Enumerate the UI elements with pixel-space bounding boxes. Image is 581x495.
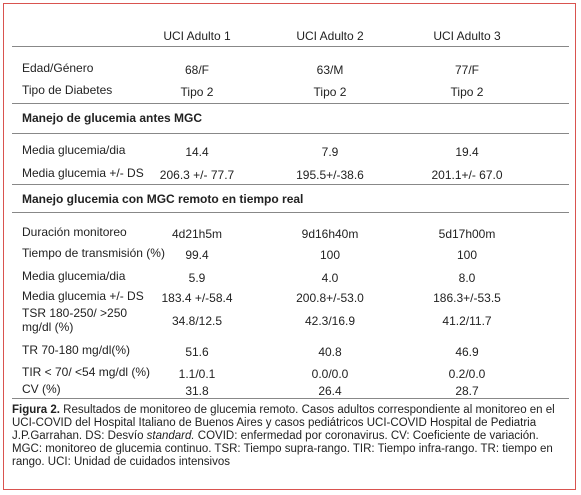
cell: 68/F — [184, 63, 210, 77]
rule — [12, 103, 569, 104]
cell: 5d17h00m — [438, 227, 496, 241]
cell: 7.9 — [321, 145, 339, 159]
cell: 183.4 +/-58.4 — [161, 291, 233, 305]
cell: 19.4 — [455, 145, 479, 159]
section-title: Manejo de glucemia antes MGC — [22, 111, 203, 125]
section-title: Manejo glucemia con MGC remoto en tiempo… — [22, 192, 304, 206]
cell: 8.0 — [458, 271, 476, 285]
cell: 206.3 +/- 77.7 — [159, 168, 235, 182]
row-label: Media glucemia/dia — [22, 143, 126, 157]
row-label: Tipo de Diabetes — [22, 83, 113, 97]
row-label: Edad/Género — [22, 61, 94, 75]
cell: 28.7 — [455, 384, 479, 398]
cell: 51.6 — [185, 345, 209, 359]
cell: 77/F — [454, 63, 480, 77]
cell: 40.8 — [318, 345, 342, 359]
row-label: TR 70-180 mg/dl(%) — [22, 343, 131, 357]
cell: Tipo 2 — [313, 85, 347, 99]
caption-label: Figura 2. — [12, 404, 60, 416]
caption-text: Resultados de monitoreo de glucemia remo… — [12, 404, 555, 442]
cell: 186.3+/-53.5 — [433, 291, 501, 305]
caption: Figura 2. Resultados de monitoreo de glu… — [12, 404, 568, 469]
cell: 41.2/11.7 — [442, 314, 492, 328]
row-label: Media glucemia +/- DS — [22, 289, 144, 303]
cell: 4d21h5m — [171, 227, 223, 241]
cell: 99.4 — [185, 248, 209, 262]
rule — [12, 212, 569, 213]
cell: Tipo 2 — [450, 85, 484, 99]
cell: 46.9 — [455, 345, 479, 359]
cell: 42.3/16.9 — [304, 314, 356, 328]
row-label: Tiempo de transmisión (%) — [22, 246, 165, 260]
cell: 1.1/0.1 — [178, 367, 216, 381]
row-label: CV (%) — [22, 382, 61, 396]
row-label: TSR 180-250/ >250 mg/dl (%) — [22, 306, 128, 334]
frame — [3, 3, 576, 490]
cell: 63/M — [316, 63, 344, 77]
row-label: TIR < 70/ <54 mg/dl (%) — [22, 365, 151, 379]
row-label: Duración monitoreo — [22, 225, 127, 239]
column-header: UCI Adulto 3 — [433, 29, 501, 43]
column-header: UCI Adulto 1 — [163, 29, 231, 43]
cell: 201.1+/- 67.0 — [431, 168, 503, 182]
cell: 195.5+/-38.6 — [296, 168, 364, 182]
rule — [12, 133, 569, 134]
cell: 100 — [319, 248, 341, 262]
rule — [12, 398, 569, 399]
rule — [12, 46, 569, 47]
cell: Tipo 2 — [180, 85, 214, 99]
cell: 200.8+/-53.0 — [296, 291, 364, 305]
cell: 14.4 — [185, 145, 209, 159]
caption-italic: standard. — [146, 430, 195, 442]
cell: 9d16h40m — [301, 227, 359, 241]
cell: 34.8/12.5 — [171, 314, 223, 328]
cell: 5.9 — [188, 271, 206, 285]
row-label: Media glucemia +/- DS — [22, 166, 144, 180]
cell: 0.2/0.0 — [448, 367, 486, 381]
cell: 0.0/0.0 — [311, 367, 349, 381]
column-header: UCI Adulto 2 — [296, 29, 364, 43]
caption-text: COVID: enfermedad por coronavirus. CV: C… — [12, 430, 553, 468]
cell: 26.4 — [318, 384, 342, 398]
cell: 100 — [456, 248, 478, 262]
cell: 31.8 — [185, 384, 209, 398]
row-label: Media glucemia/dia — [22, 269, 126, 283]
cell: 4.0 — [321, 271, 339, 285]
rule — [12, 184, 569, 185]
